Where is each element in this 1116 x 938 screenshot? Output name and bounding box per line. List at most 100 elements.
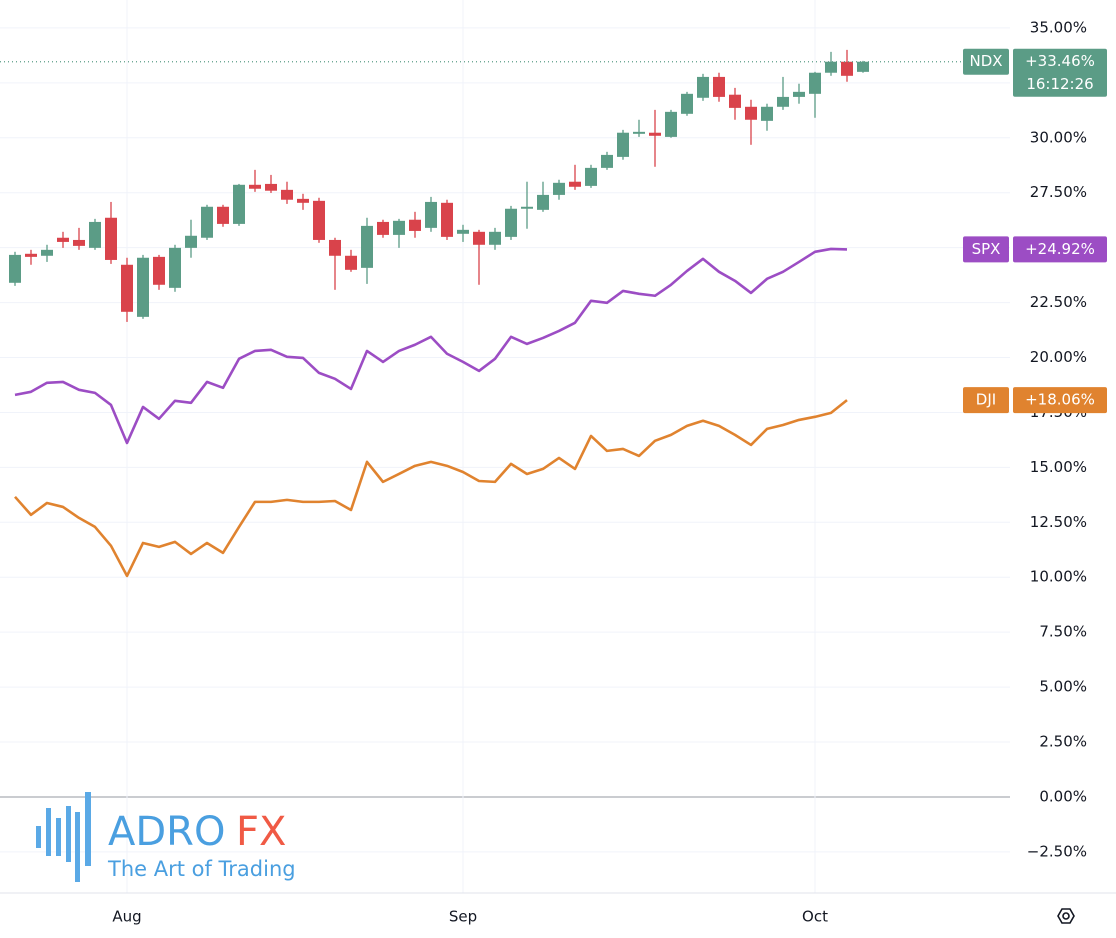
candle-body xyxy=(521,206,533,209)
value-label: +18.06% xyxy=(1025,391,1095,409)
line xyxy=(14,247,848,445)
candle-body xyxy=(729,94,741,108)
candle-body xyxy=(697,76,709,98)
y-tick-label: 20.00% xyxy=(1030,348,1087,366)
plot xyxy=(0,0,1116,894)
candle-body xyxy=(409,219,421,231)
legend-name-box xyxy=(963,48,1009,75)
series-layer xyxy=(9,49,869,578)
y-tick-label: 2.50% xyxy=(1039,733,1087,751)
y-tick-label: 27.50% xyxy=(1030,183,1087,201)
y-tick-label: −2.50% xyxy=(1027,842,1087,860)
candle-body xyxy=(249,184,261,189)
candle-body xyxy=(9,254,21,283)
candle-body xyxy=(297,198,309,203)
candle-body xyxy=(841,61,853,76)
settings-icon[interactable] xyxy=(1057,908,1075,924)
candle-body xyxy=(169,247,181,288)
y-tick-label: 10.00% xyxy=(1030,568,1087,586)
candle-body xyxy=(329,239,341,256)
candle-body xyxy=(25,253,37,257)
candle-body xyxy=(441,202,453,237)
legend-name-box xyxy=(963,236,1009,263)
y-tick-label: 5.00% xyxy=(1039,678,1087,696)
candle-body xyxy=(537,194,549,210)
candle-body xyxy=(217,206,229,224)
candle-body xyxy=(153,256,165,285)
x-tick-label: Aug xyxy=(112,908,141,926)
y-tick-label: 0.00% xyxy=(1039,787,1087,805)
candle-body xyxy=(393,220,405,235)
candle-body xyxy=(553,182,565,195)
logo-bar xyxy=(75,812,80,882)
legend-name: SPX xyxy=(972,240,1001,258)
settings-dot[interactable] xyxy=(1062,912,1070,920)
legend-name-box xyxy=(963,387,1009,414)
candle-body xyxy=(425,201,437,228)
candle-body xyxy=(457,229,469,234)
candle-body xyxy=(121,264,133,312)
candle-body xyxy=(377,221,389,235)
value-label-box xyxy=(1013,48,1107,97)
candle-body xyxy=(281,189,293,200)
candle-body xyxy=(73,239,85,246)
y-tick-label: 12.50% xyxy=(1030,513,1087,531)
y-tick-label: 22.50% xyxy=(1030,293,1087,311)
candle-body xyxy=(649,132,661,136)
candle-body xyxy=(57,237,69,242)
candle-body xyxy=(89,221,101,248)
candle-body xyxy=(185,235,197,248)
candle-body xyxy=(361,225,373,268)
candle-body xyxy=(585,167,597,186)
candle-body xyxy=(313,200,325,240)
candle-body xyxy=(41,249,53,256)
candle-body xyxy=(745,106,757,120)
logo-bar xyxy=(85,792,91,866)
candle-body xyxy=(473,231,485,245)
candle-body xyxy=(345,255,357,270)
countdown: 16:12:26 xyxy=(1026,75,1093,93)
legend-name: NDX xyxy=(969,52,1002,70)
candle-body xyxy=(489,231,501,245)
x-tick-label: Oct xyxy=(802,908,828,926)
candle-body xyxy=(633,131,645,134)
y-tick-label: 7.50% xyxy=(1039,623,1087,641)
legend-name: DJI xyxy=(976,391,996,409)
logo-brand-suffix: FX xyxy=(236,809,286,855)
candle-body xyxy=(793,91,805,97)
logo-brand: ADRO xyxy=(108,809,225,855)
candle-body xyxy=(105,217,117,260)
candle-body xyxy=(137,257,149,317)
candle-body xyxy=(505,208,517,237)
settings-hex[interactable] xyxy=(1057,908,1075,924)
value-label-box xyxy=(1013,236,1107,263)
candle-body xyxy=(601,154,613,168)
logo-bar xyxy=(66,806,71,862)
candle-body xyxy=(233,184,245,224)
x-tick-label: Sep xyxy=(449,908,477,926)
candle-body xyxy=(665,111,677,137)
candle-body xyxy=(265,183,277,191)
candle-body xyxy=(569,181,581,187)
candle-body xyxy=(777,96,789,107)
candle-body xyxy=(617,132,629,157)
logo-bar xyxy=(36,826,41,848)
candle-body xyxy=(857,61,869,72)
candle-body xyxy=(713,76,725,97)
candle-body xyxy=(201,206,213,238)
value-label-box xyxy=(1013,387,1107,414)
value-label: +24.92% xyxy=(1025,240,1095,258)
y-tick-label: 15.00% xyxy=(1030,458,1087,476)
candle-body xyxy=(681,93,693,114)
logo-bar xyxy=(46,808,51,856)
y-tick-label: 30.00% xyxy=(1030,128,1087,146)
candle-body xyxy=(809,72,821,94)
y-tick-label: 35.00% xyxy=(1030,18,1087,36)
candle-body xyxy=(761,106,773,121)
logo-bar xyxy=(56,818,61,856)
logo-icon xyxy=(36,792,91,882)
candle-body xyxy=(825,61,837,73)
value-label: +33.46% xyxy=(1025,52,1095,70)
line xyxy=(14,399,848,578)
